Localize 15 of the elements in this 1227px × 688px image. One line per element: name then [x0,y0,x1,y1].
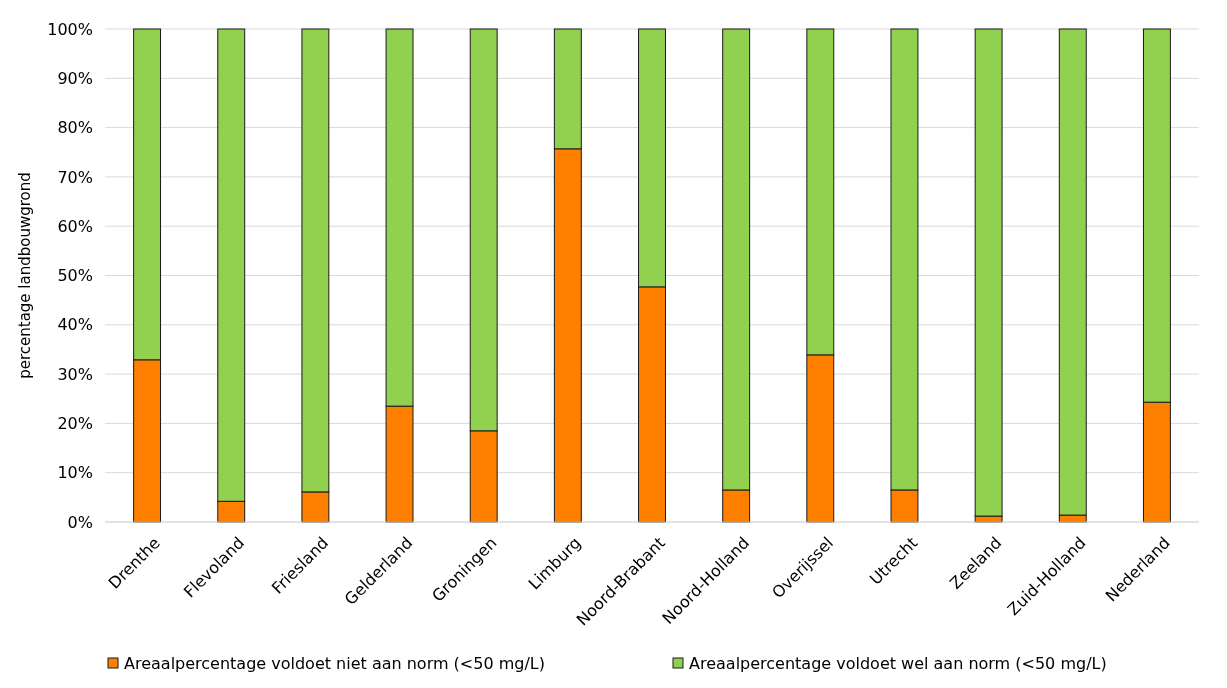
y-tick-label: 30% [57,364,93,384]
y-tick-label: 90% [57,68,93,88]
legend-label: Areaalpercentage voldoet niet aan norm (<50 mg/L) [124,653,545,673]
bar [974,28,1003,517]
y-tick-label: 100% [47,19,93,39]
y-tick-label: 20% [57,414,93,433]
y-tick-label: 70% [57,167,93,187]
y-tick-label: 50% [57,266,93,286]
y-tick-label: 60% [57,216,93,236]
legend-label: Areaalpercentage voldoet wel aan norm (<50 mg/L) [689,653,1107,673]
y-axis-title: percentage landbouwgrond [16,172,34,379]
y-tick-label: 80% [57,118,93,138]
y-tick-label: 10% [57,463,93,483]
y-tick-label: 0% [67,512,93,532]
y-tick-label: 40% [57,315,93,335]
